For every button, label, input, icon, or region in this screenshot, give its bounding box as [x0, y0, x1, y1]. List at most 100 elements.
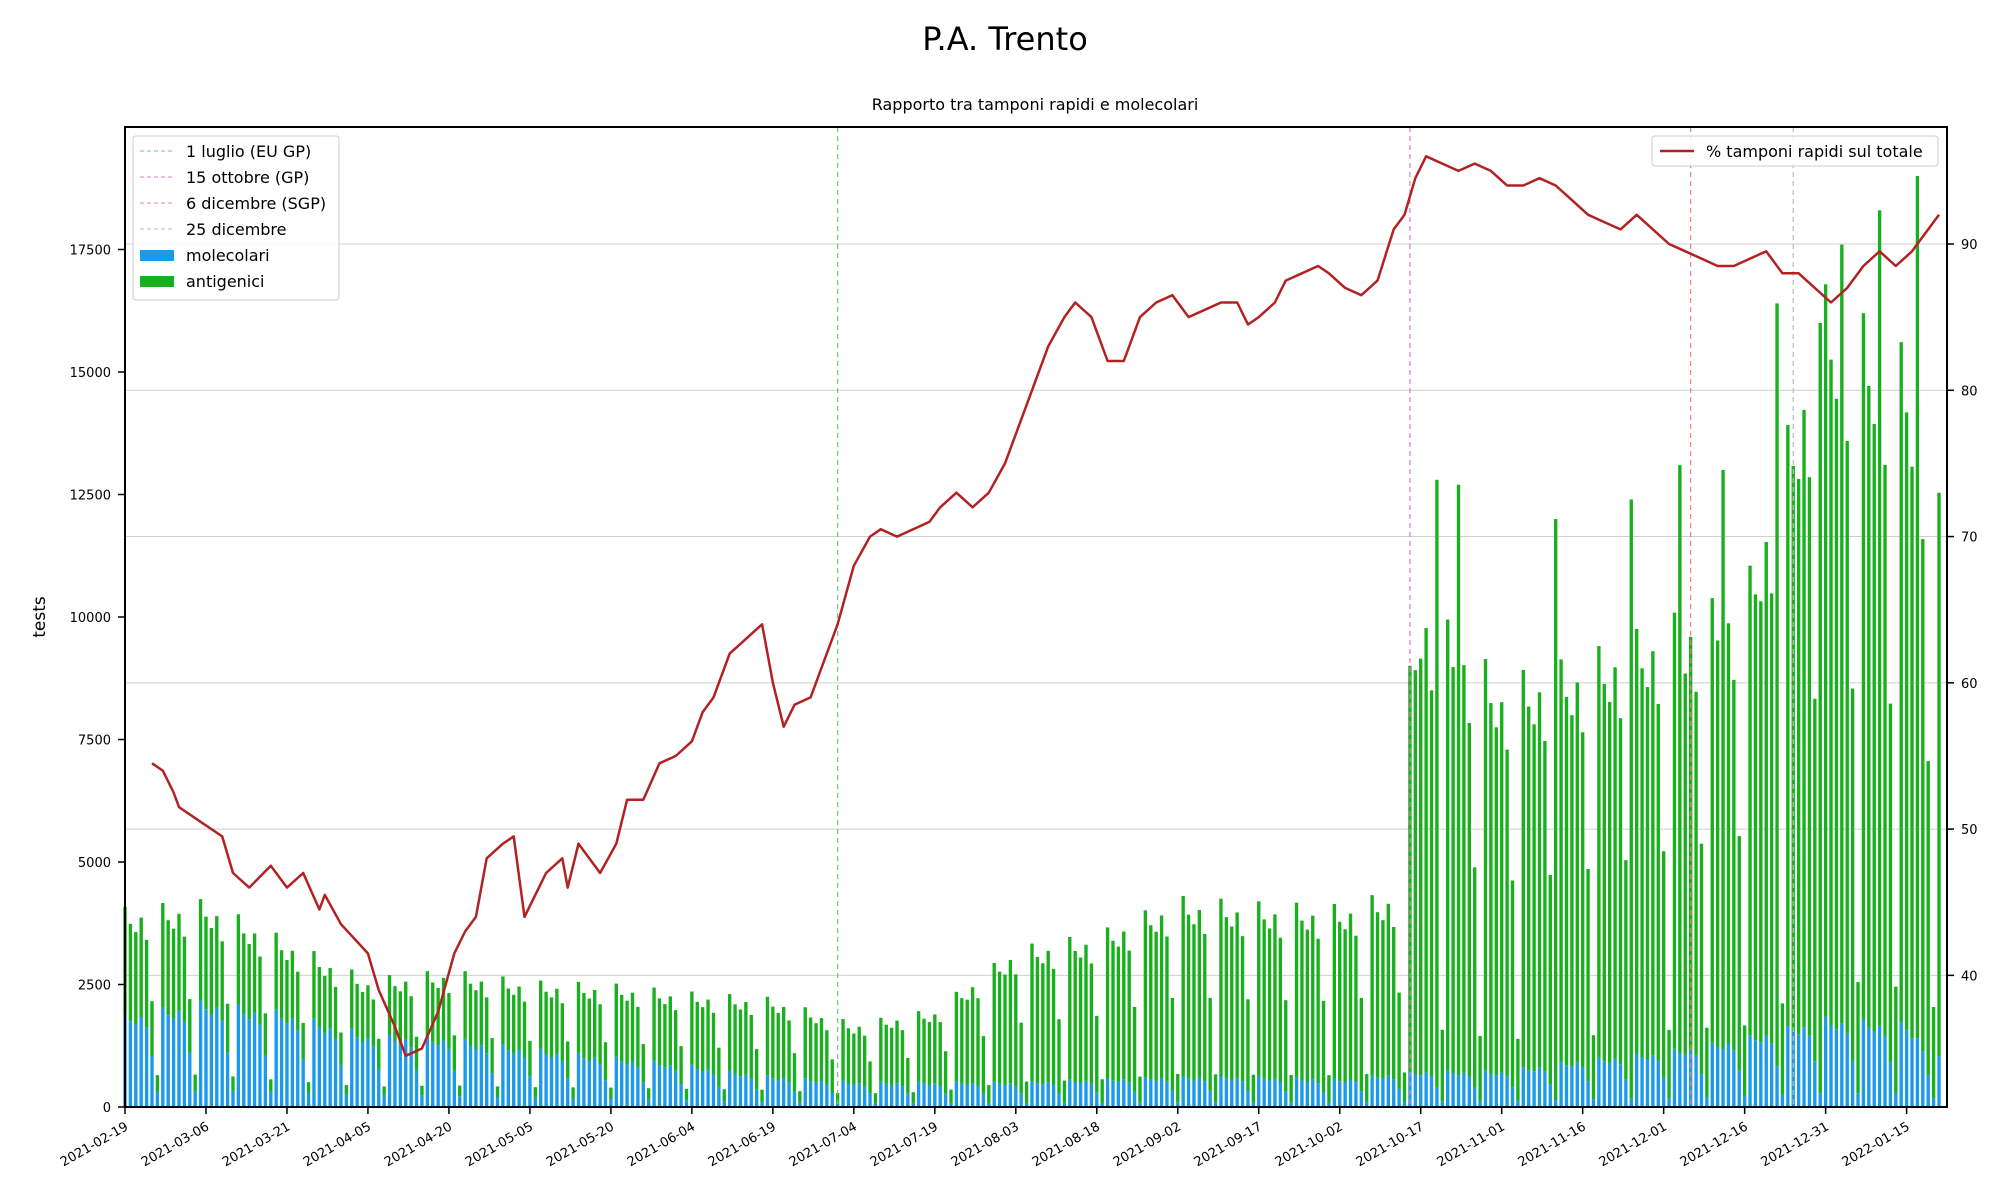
- molecolari-bar: [1219, 1076, 1223, 1107]
- antigenici-bar: [1100, 1079, 1104, 1103]
- antigenici-bar: [177, 913, 181, 1011]
- y-tick-label: 10000: [70, 611, 111, 626]
- antigenici-bar: [749, 1014, 753, 1079]
- antigenici-bar: [1338, 921, 1342, 1082]
- molecolari-bar: [609, 1099, 613, 1107]
- antigenici-bar: [188, 999, 192, 1053]
- antigenici-bar: [1705, 1027, 1709, 1098]
- molecolari-bar: [652, 1060, 656, 1107]
- antigenici-bar: [916, 1011, 921, 1082]
- antigenici-bar: [398, 991, 403, 1045]
- molecolari-bar: [760, 1101, 764, 1107]
- legend-label-ratio: % tamponi rapidi sul totale: [1706, 142, 1923, 161]
- antigenici-bar: [193, 1074, 197, 1091]
- antigenici-bar: [1132, 1006, 1137, 1092]
- antigenici-bar: [1764, 541, 1768, 1036]
- antigenici-bar: [269, 1079, 273, 1092]
- y2-tick-label: 70: [1961, 531, 1978, 546]
- x-tick-label: 2021-11-01: [1435, 1119, 1508, 1170]
- x-tick-label: 2021-10-17: [1354, 1119, 1427, 1170]
- antigenici-bar: [1888, 703, 1893, 1063]
- molecolari-bar: [306, 1092, 311, 1107]
- antigenici-bar: [490, 1038, 494, 1074]
- molecolari-bar: [1370, 1075, 1374, 1107]
- antigenici-bar: [1332, 903, 1337, 1079]
- molecolari-bar: [1872, 1031, 1876, 1107]
- molecolari-bar: [1856, 1093, 1860, 1107]
- molecolari-bar: [290, 1018, 295, 1107]
- antigenici-bar: [1904, 412, 1909, 1030]
- molecolari-bar: [906, 1093, 910, 1107]
- antigenici-bar: [1753, 594, 1758, 1041]
- molecolari-bar: [420, 1095, 424, 1107]
- antigenici-bar: [1078, 957, 1083, 1083]
- antigenici-bar: [679, 1046, 683, 1085]
- molecolari-bar: [1510, 1087, 1515, 1107]
- molecolari-bar: [452, 1070, 457, 1107]
- antigenici-bar: [1877, 210, 1882, 1026]
- molecolari-bar: [1678, 1052, 1682, 1107]
- molecolari-bar: [1041, 1084, 1045, 1107]
- antigenici-bar: [862, 1035, 867, 1087]
- molecolari-bar: [722, 1101, 726, 1107]
- antigenici-bar: [323, 976, 327, 1033]
- molecolari-bar: [490, 1073, 494, 1107]
- antigenici-bar: [933, 1014, 937, 1084]
- antigenici-bar: [652, 987, 656, 1061]
- antigenici-bar: [1062, 1080, 1067, 1103]
- antigenici-bar: [965, 999, 969, 1085]
- antigenici-bar: [1429, 690, 1434, 1077]
- molecolari-bar: [954, 1081, 959, 1107]
- x-tick-label: 2021-10-02: [1273, 1119, 1346, 1170]
- antigenici-bar: [231, 1076, 235, 1091]
- antigenici-bar: [1618, 718, 1623, 1065]
- y2-tick-label: 60: [1961, 677, 1978, 692]
- molecolari-bar: [269, 1091, 273, 1107]
- molecolari-bar: [1089, 1083, 1094, 1107]
- antigenici-bar: [733, 1004, 737, 1074]
- molecolari-bar: [1813, 1061, 1817, 1107]
- antigenici-bar: [1370, 895, 1374, 1076]
- legend-swatch-antigenici: [140, 276, 174, 287]
- molecolari-bar: [1111, 1080, 1115, 1107]
- molecolari-bar: [247, 1019, 251, 1107]
- antigenici-bar: [1035, 956, 1040, 1084]
- antigenici-bar: [225, 1003, 230, 1053]
- antigenici-bar: [1003, 974, 1007, 1085]
- antigenici-bar: [339, 1032, 343, 1065]
- antigenici-bar: [992, 962, 996, 1082]
- molecolari-bar: [787, 1082, 791, 1107]
- molecolari-bar: [485, 1053, 489, 1107]
- chart-title: P.A. Trento: [922, 20, 1088, 58]
- molecolari-bar: [1365, 1102, 1369, 1107]
- molecolari-bar: [1084, 1080, 1088, 1107]
- antigenici-bar: [171, 928, 176, 1019]
- antigenici-bar: [1186, 914, 1191, 1079]
- y2-tick-label: 90: [1961, 238, 1978, 253]
- molecolari-bar: [587, 1060, 591, 1107]
- molecolari-bar: [1656, 1060, 1660, 1107]
- antigenici-bar: [512, 994, 516, 1054]
- antigenici-bar: [603, 1042, 608, 1081]
- antigenici-bar: [1672, 612, 1677, 1049]
- antigenici-bar: [539, 980, 543, 1049]
- antigenici-bar: [1721, 470, 1725, 1050]
- antigenici-bar: [1883, 464, 1887, 1036]
- molecolari-bar: [1500, 1072, 1504, 1107]
- antigenici-bar: [873, 1093, 878, 1104]
- antigenici-bar: [1494, 727, 1498, 1076]
- antigenici-bar: [776, 1012, 780, 1081]
- molecolari-bar: [1737, 1070, 1741, 1107]
- molecolari-bar: [231, 1090, 235, 1107]
- x-tick-label: 2021-12-16: [1678, 1119, 1751, 1170]
- antigenici-bar: [1586, 869, 1590, 1082]
- molecolari-bar: [366, 1038, 370, 1107]
- antigenici-bar: [215, 916, 219, 1008]
- x-tick-label: 2021-06-04: [625, 1119, 698, 1170]
- antigenici-bar: [533, 1087, 537, 1098]
- molecolari-bar: [943, 1093, 948, 1107]
- legend-left: 1 luglio (EU GP) 15 ottobre (GP) 6 dicem…: [132, 135, 340, 301]
- antigenici-bar: [938, 1022, 942, 1087]
- antigenici-bar: [560, 1003, 564, 1061]
- legend-left-box: [132, 135, 340, 301]
